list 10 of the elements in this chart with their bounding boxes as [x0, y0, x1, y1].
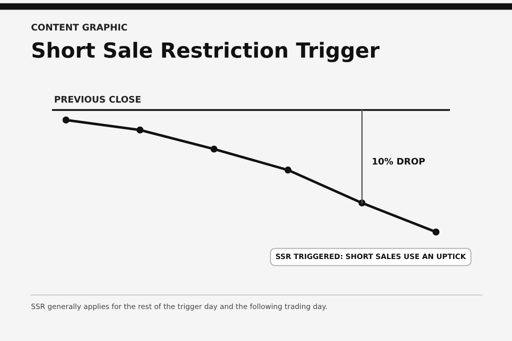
chart-title: Short Sale Restriction Trigger — [32, 42, 380, 62]
chart-subtitle: CONTENT GRAPHIC — [31, 24, 127, 31]
point — [62, 116, 70, 124]
point — [284, 166, 292, 174]
point — [432, 228, 440, 236]
point — [358, 199, 366, 206]
ref-line-label: PREVIOUS CLOSE — [54, 96, 141, 103]
annotation: 10% DROP — [372, 158, 425, 165]
point — [136, 126, 144, 134]
point — [210, 146, 218, 153]
